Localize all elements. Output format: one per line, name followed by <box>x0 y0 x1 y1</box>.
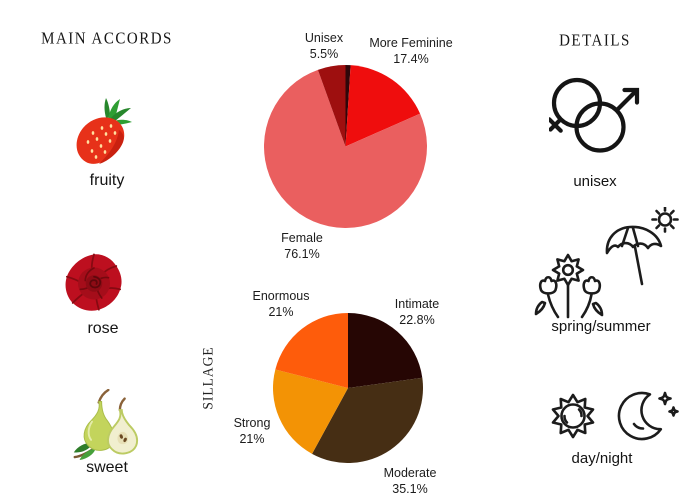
detail-label-day-night: day/night <box>571 450 633 467</box>
day-night-icon <box>551 391 679 441</box>
slice-label: Intimate <box>394 297 440 311</box>
strawberry-illustration <box>76 98 132 164</box>
sillage-pie-label-enormous: Enormous 21% <box>253 289 310 320</box>
accord-label-sweet: sweet <box>86 459 128 476</box>
pie-slice-moderate <box>312 377 423 463</box>
detail-label-unisex: unisex <box>573 173 617 190</box>
pie-slice-more-feminine <box>345 65 421 147</box>
slice-label: Female <box>281 231 323 245</box>
accord-label-fruity: fruity <box>89 172 125 189</box>
pie-slice-intimate <box>348 313 423 388</box>
pie-slice-unlabeled <box>345 65 351 147</box>
slice-label: Strong <box>233 416 271 430</box>
details-title: DETAILS <box>559 31 631 50</box>
slice-value: 76.1% <box>284 246 320 261</box>
slice-value: 21% <box>239 431 265 446</box>
sillage-pie-label-intimate: Intimate 22.8% <box>395 297 439 328</box>
slice-value: 35.1% <box>392 481 428 496</box>
sillage-axis-label: SILLAGE <box>199 346 216 410</box>
pear-illustration <box>73 389 139 460</box>
main-accords-title: MAIN ACCORDS <box>41 29 173 48</box>
gender-pie-label-unisex: Unisex 5.5% <box>305 31 343 62</box>
gender-pie-chart <box>264 65 427 228</box>
accord-label-rose: rose <box>87 320 119 337</box>
slice-value: 21% <box>268 304 294 319</box>
pie-slice-enormous <box>275 313 348 388</box>
slice-label: Unisex <box>304 31 344 45</box>
slice-label: Enormous <box>252 289 310 303</box>
pie-slice-unisex <box>317 65 346 147</box>
pie-slice-female <box>264 69 427 228</box>
slice-value: 17.4% <box>393 51 429 66</box>
sillage-pie-label-strong: Strong 21% <box>234 416 271 447</box>
spring-summer-icon <box>534 207 679 319</box>
slice-value: 5.5% <box>309 46 339 61</box>
slice-label: More Feminine <box>369 36 453 50</box>
gender-pie-label-more-feminine: More Feminine 17.4% <box>369 36 452 67</box>
detail-label-spring-summer: spring/summer <box>551 318 651 335</box>
slice-label: Moderate <box>383 466 437 480</box>
slice-value: 22.8% <box>399 312 435 327</box>
sillage-pie-label-moderate: Moderate 35.1% <box>384 466 437 497</box>
sillage-pie-chart <box>273 313 423 463</box>
gender-pie-label-female: Female 76.1% <box>281 231 323 262</box>
unisex-gender-icon <box>549 77 640 153</box>
pie-slice-strong <box>273 369 348 454</box>
rose-illustration <box>65 253 122 311</box>
